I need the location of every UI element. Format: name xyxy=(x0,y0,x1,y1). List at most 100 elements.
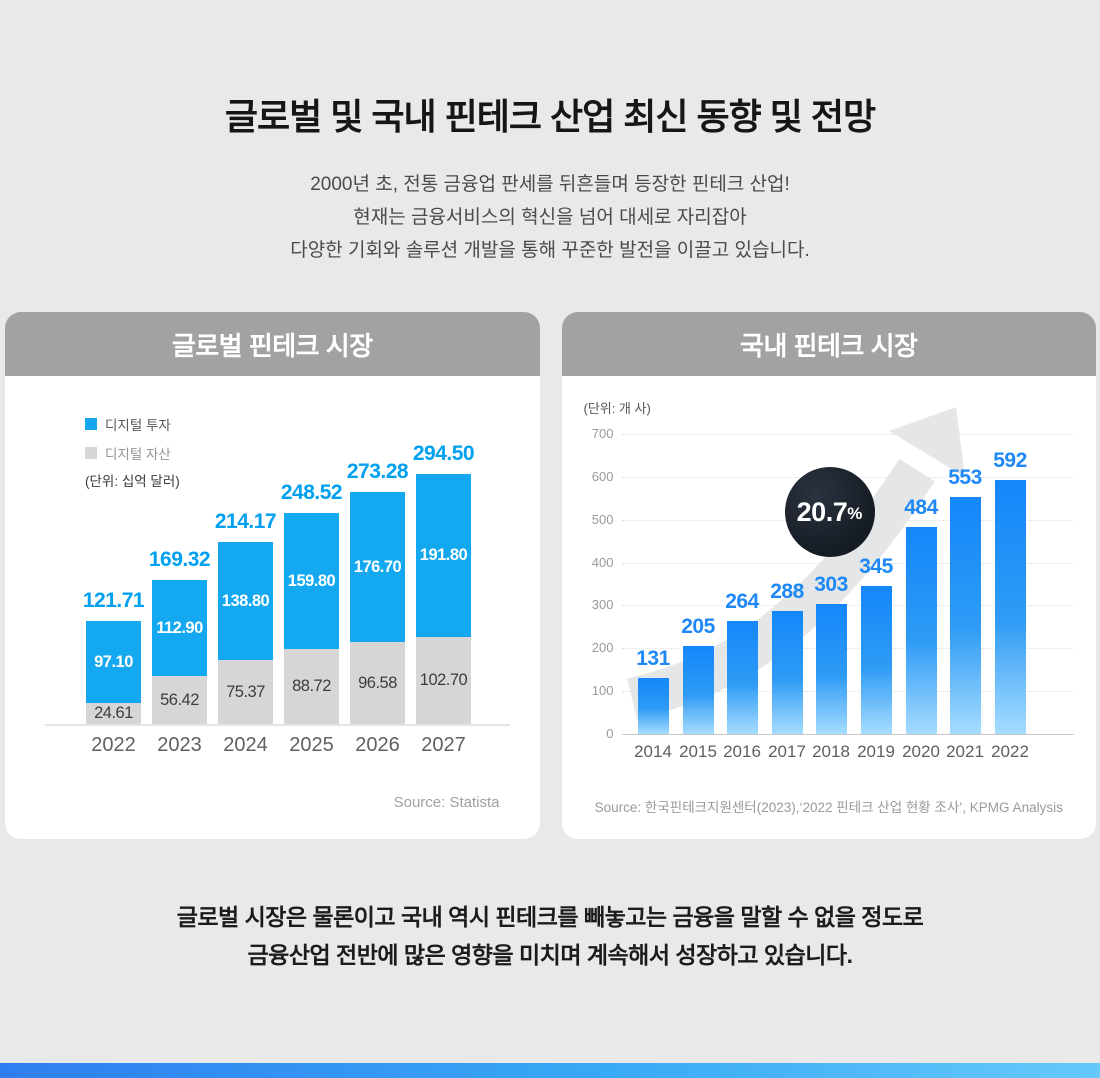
page-title: 글로벌 및 국내 핀테크 산업 최신 동향 및 전망 xyxy=(224,96,876,137)
x-axis-year-label: 2025 xyxy=(289,734,334,756)
stacked-bar: 176.70 96.58 xyxy=(350,492,405,724)
bar-segment-investment: 191.80 xyxy=(416,474,471,637)
bar-value-label: 264 xyxy=(725,590,759,613)
legend-label: 디지털 자산 xyxy=(105,447,171,462)
segment-value-label: 88.72 xyxy=(292,677,331,695)
domestic-bar xyxy=(905,527,937,734)
x-axis-year-label: 2022 xyxy=(991,742,1029,761)
bar-value-label: 592 xyxy=(993,449,1027,472)
global-chart-plot: 97.10 24.61 121.71 2022 112.90 56.42 169.32 202… xyxy=(45,436,510,756)
stacked-bar: 159.80 88.72 xyxy=(284,513,339,724)
percent-sign: % xyxy=(847,504,863,523)
y-axis-tick-label: 700 xyxy=(591,426,614,441)
page-subtitle: 2000년 초, 전통 금융업 판세를 뒤흔들며 등장한 핀테크 산업! 현재는… xyxy=(0,168,1100,267)
segment-value-label: 24.61 xyxy=(94,704,133,722)
domestic-card-body: (단위: 개 사) 20.7 % 0 100 200 300 400 500 600 700 1… xyxy=(562,376,1097,839)
stacked-bar: 112.90 56.42 xyxy=(152,580,207,724)
segment-value-label: 102.70 xyxy=(419,671,468,689)
x-axis-year-label: 2017 xyxy=(768,742,806,761)
stacked-bar: 97.10 24.61 xyxy=(86,621,141,724)
legend-swatch-gray-icon xyxy=(85,447,97,459)
y-axis-tick-label: 500 xyxy=(591,511,614,527)
segment-value-label: 112.90 xyxy=(156,618,203,637)
y-axis-tick-label: 200 xyxy=(591,640,614,656)
domestic-bar xyxy=(994,480,1026,734)
bar-segment-investment: 159.80 xyxy=(284,513,339,649)
global-chart-legend: 디지털 투자 디지털 자산 xyxy=(85,414,171,463)
domestic-bar xyxy=(682,646,714,734)
domestic-bar xyxy=(949,497,981,734)
y-axis-tick-label: 0 xyxy=(606,726,614,741)
bar-segment-investment: 112.90 xyxy=(152,580,207,676)
stacked-bar: 138.80 75.37 xyxy=(218,542,273,724)
segment-value-label: 56.42 xyxy=(160,690,199,709)
domestic-bar xyxy=(815,604,847,734)
x-axis-year-label: 2021 xyxy=(946,742,984,761)
total-value-label: 273.28 xyxy=(346,460,409,483)
footer-line-2: 금융산업 전반에 많은 영향을 미치며 계속해서 성장하고 있습니다. xyxy=(247,942,853,968)
x-axis-year-label: 2020 xyxy=(902,742,940,761)
bar-value-label: 484 xyxy=(904,496,938,519)
horizontal-gridline xyxy=(621,648,1074,650)
x-axis-year-label: 2018 xyxy=(812,742,850,761)
domestic-chart-plot: 20.7 % 0 100 200 300 400 500 600 700 131 2014 205 2… xyxy=(592,407,1074,761)
segment-value-label: 159.80 xyxy=(287,571,336,590)
bar-segment-asset: 96.58 xyxy=(350,642,405,724)
growth-rate-value: 20.7 xyxy=(796,496,848,527)
bar-value-label: 205 xyxy=(681,615,715,638)
x-axis-year-label: 2027 xyxy=(421,734,466,756)
total-value-label: 248.52 xyxy=(280,481,343,504)
x-axis-year-label: 2015 xyxy=(679,742,717,761)
bar-segment-investment: 138.80 xyxy=(218,542,273,660)
segment-value-label: 191.80 xyxy=(419,546,468,564)
x-axis-year-label: 2016 xyxy=(723,742,761,761)
domestic-bar xyxy=(771,611,803,734)
segment-value-label: 75.37 xyxy=(226,682,265,701)
total-value-label: 294.50 xyxy=(412,442,475,465)
x-axis-year-label: 2023 xyxy=(157,734,202,756)
horizontal-gridline xyxy=(621,605,1074,607)
bottom-accent-bar xyxy=(0,1063,1100,1078)
bar-value-label: 553 xyxy=(948,466,982,489)
total-value-label: 169.32 xyxy=(148,548,211,571)
y-axis-tick-label: 400 xyxy=(591,554,614,570)
global-source-label: Source: Statista xyxy=(393,794,500,811)
subtitle-line-2: 현재는 금융서비스의 혁신을 넘어 대세로 자리잡아 xyxy=(353,207,747,228)
domestic-bar xyxy=(726,621,758,734)
x-axis-year-label: 2022 xyxy=(91,734,136,756)
x-axis-year-label: 2026 xyxy=(355,734,400,756)
legend-label: 디지털 투자 xyxy=(105,418,171,433)
segment-value-label: 138.80 xyxy=(221,591,270,610)
domestic-source-label: Source: 한국핀테크지원센터(2023),‘2022 핀테크 산업 현황 … xyxy=(594,800,1063,815)
x-axis-year-label: 2014 xyxy=(634,742,672,761)
bar-segment-asset: 88.72 xyxy=(284,649,339,724)
subtitle-line-3: 다양한 기회와 솔루션 개발을 통해 꾸준한 발전을 이끌고 있습니다. xyxy=(290,240,810,261)
domestic-bar xyxy=(637,678,669,734)
y-axis-tick-label: 300 xyxy=(591,597,614,613)
bar-segment-asset: 56.42 xyxy=(152,676,207,724)
horizontal-gridline xyxy=(621,691,1074,693)
segment-value-label: 97.10 xyxy=(94,652,133,671)
bar-segment-asset: 75.37 xyxy=(218,660,273,724)
domestic-market-card: 국내 핀테크 시장 (단위: 개 사) 20.7 % 0 100 200 300 400… xyxy=(561,312,1097,839)
global-card-header: 글로벌 핀테크 시장 xyxy=(5,312,540,376)
bar-segment-investment: 97.10 xyxy=(86,621,141,703)
bar-value-label: 288 xyxy=(770,580,804,603)
horizontal-gridline xyxy=(621,434,1074,435)
growth-rate-badge: 20.7 % xyxy=(784,467,875,557)
x-axis-year-label: 2024 xyxy=(223,734,268,756)
x-axis-year-label: 2019 xyxy=(857,742,895,761)
global-market-card: 글로벌 핀테크 시장 디지털 투자 디지털 자산 (단위: 십억 달러) 97.… xyxy=(5,312,540,839)
stacked-bar: 191.80 102.70 xyxy=(416,474,471,724)
total-value-label: 121.71 xyxy=(82,589,145,612)
domestic-card-header: 국내 핀테크 시장 xyxy=(561,312,1096,376)
bar-segment-asset: 24.61 xyxy=(86,703,141,724)
legend-item-digital-asset: 디지털 자산 xyxy=(85,443,171,463)
bar-value-label: 131 xyxy=(636,647,670,670)
y-axis-tick-label: 100 xyxy=(591,683,614,699)
y-axis-tick-label: 600 xyxy=(591,468,614,484)
domestic-bar xyxy=(860,586,892,734)
footer-summary-text: 글로벌 시장은 물론이고 국내 역시 핀테크를 빼놓고는 금융을 말할 수 없을… xyxy=(0,898,1100,974)
domestic-unit-label: (단위: 개 사) xyxy=(583,401,651,416)
